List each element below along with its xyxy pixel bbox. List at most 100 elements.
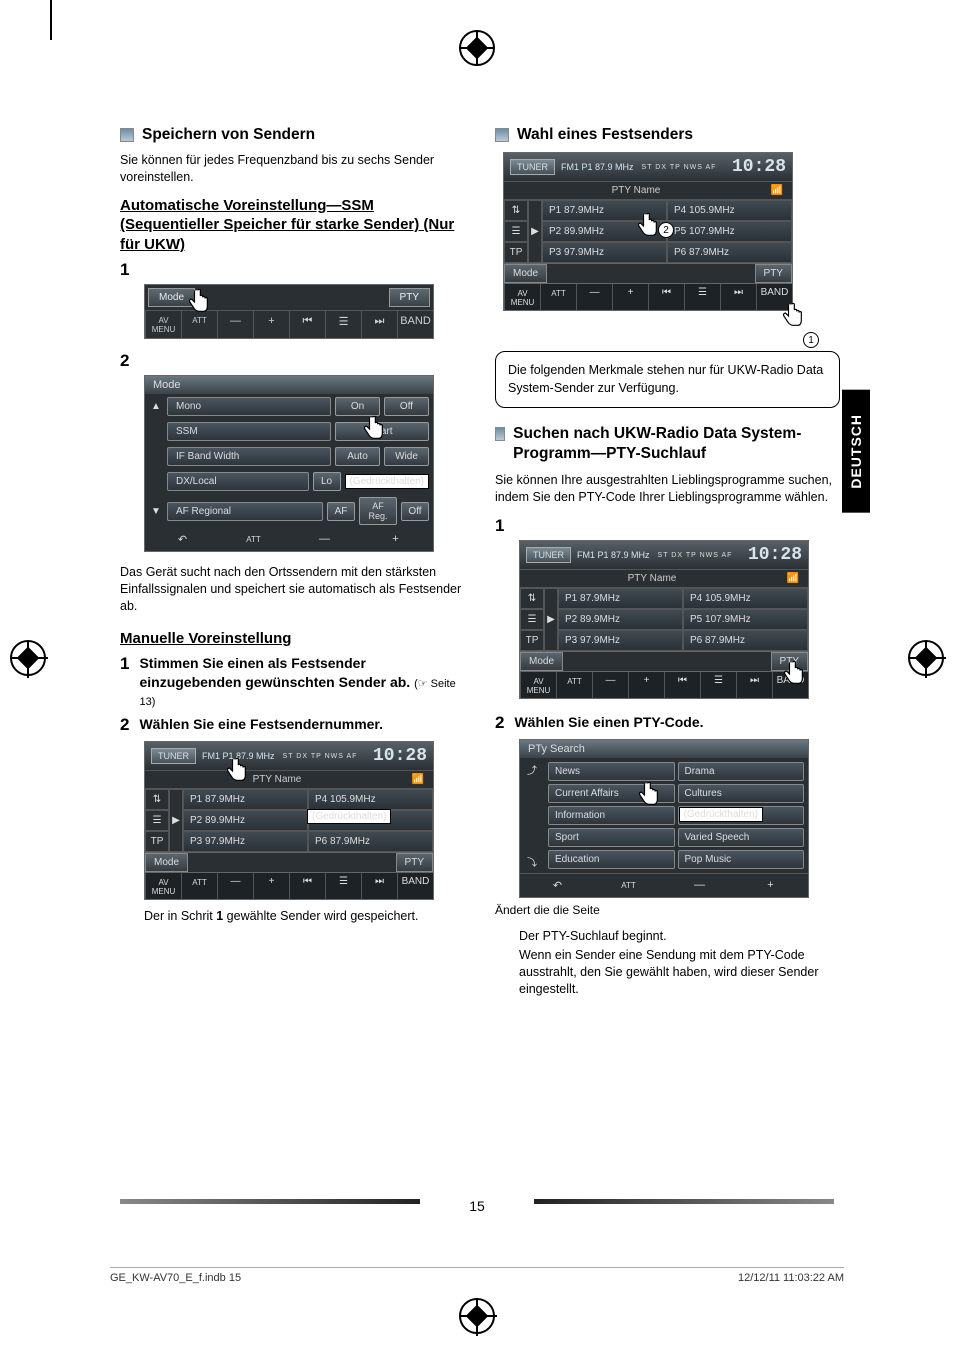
back-button[interactable]: ↶ — [147, 530, 218, 549]
avmenu-button[interactable]: AV MENU — [520, 672, 556, 698]
afreg-option[interactable]: AF Reg. — [359, 497, 397, 525]
side-icon[interactable]: ☰ — [145, 810, 169, 831]
pty-button[interactable]: PTY — [389, 288, 430, 307]
preset-1[interactable]: P1 87.9MHz — [558, 588, 683, 609]
back-button[interactable]: ↶ — [522, 876, 593, 895]
preset-5[interactable]: P5 107.9MHz — [683, 609, 808, 630]
preset-4[interactable]: P4 105.9MHz — [683, 588, 808, 609]
prev-button[interactable]: ⏮ — [648, 284, 684, 310]
att-button[interactable]: ATT — [556, 672, 592, 698]
af-option[interactable]: AF — [327, 502, 355, 521]
preset-6[interactable]: P6 87.9MHz — [308, 831, 433, 852]
preset-2[interactable]: P2 89.9MHz — [183, 810, 308, 831]
indicators: ST DX TP NWS AF — [658, 552, 733, 559]
play-icon[interactable]: ▶ — [169, 789, 183, 852]
avmenu-button[interactable]: AV MENU — [145, 311, 181, 338]
pty-sport[interactable]: Sport — [548, 828, 675, 847]
plus-button[interactable]: + — [253, 873, 289, 899]
att-button[interactable]: ATT — [593, 876, 664, 895]
pty-drama[interactable]: Drama — [678, 762, 805, 781]
dxlocal-row[interactable]: DX/Local — [167, 472, 309, 491]
local-option[interactable]: Lo — [313, 472, 341, 491]
preset-4[interactable]: P4 105.9MHz — [308, 789, 433, 810]
preset-3[interactable]: P3 97.9MHz — [558, 630, 683, 651]
ssm-row[interactable]: SSM — [167, 422, 331, 441]
side-icon[interactable]: ☰ — [520, 609, 544, 630]
plus-button[interactable]: + — [253, 311, 289, 338]
prev-button[interactable]: ⏮ — [289, 311, 325, 338]
pty-education[interactable]: Education — [548, 850, 675, 869]
plus-button[interactable]: + — [612, 284, 648, 310]
preset-4[interactable]: P4 105.9MHz — [667, 200, 792, 221]
scroll-down-icon[interactable]: ⤵ — [520, 854, 544, 869]
list-button[interactable]: ☰ — [684, 284, 720, 310]
list-button[interactable]: ☰ — [325, 873, 361, 899]
plus-button[interactable]: + — [735, 876, 806, 895]
side-icon[interactable]: ⇅ — [145, 789, 169, 810]
plus-button[interactable]: + — [628, 672, 664, 698]
afregional-row[interactable]: AF Regional — [167, 502, 323, 521]
tp-button[interactable]: TP — [520, 630, 544, 651]
side-icon[interactable]: ⇅ — [520, 588, 544, 609]
minus-button[interactable]: — — [664, 876, 735, 895]
mode-button[interactable]: Mode — [520, 652, 563, 671]
mode-button[interactable]: Mode — [145, 853, 188, 872]
play-icon[interactable]: ▶ — [544, 588, 558, 651]
on-option[interactable]: On — [335, 397, 380, 416]
next-button[interactable]: ⏭ — [736, 672, 772, 698]
side-icon[interactable]: ☰ — [504, 221, 528, 242]
plus-button[interactable]: + — [360, 530, 431, 549]
next-button[interactable]: ⏭ — [720, 284, 756, 310]
list-button[interactable]: ☰ — [325, 311, 361, 338]
preset-3[interactable]: P3 97.9MHz — [183, 831, 308, 852]
preset-1[interactable]: P1 87.9MHz — [183, 789, 308, 810]
prev-button[interactable]: ⏮ — [289, 873, 325, 899]
preset-5-held[interactable]: (Gedrückthalten) — [308, 810, 433, 831]
preset-6[interactable]: P6 87.9MHz — [683, 630, 808, 651]
prev-button[interactable]: ⏮ — [664, 672, 700, 698]
preset-5[interactable]: P5 107.9MHz — [667, 221, 792, 242]
wide-option[interactable]: Wide — [384, 447, 429, 466]
pty-cultures[interactable]: Cultures — [678, 784, 805, 803]
scroll-down-icon[interactable]: ▼ — [149, 506, 163, 517]
pty-variedspeech[interactable]: Varied Speech — [678, 828, 805, 847]
att-button[interactable]: ATT — [218, 530, 289, 549]
section-bullet-icon — [495, 427, 505, 441]
scroll-up-icon[interactable]: ⤴ — [520, 762, 544, 777]
pty-button[interactable]: PTY — [396, 853, 433, 872]
band-button[interactable]: BAND — [397, 873, 433, 899]
next-button[interactable]: ⏭ — [361, 873, 397, 899]
next-button[interactable]: ⏭ — [361, 311, 397, 338]
minus-button[interactable]: — — [217, 873, 253, 899]
minus-button[interactable]: — — [576, 284, 612, 310]
att-button[interactable]: ATT — [181, 873, 217, 899]
band-button[interactable]: BAND — [397, 311, 433, 338]
preset-2[interactable]: P2 89.9MHz — [558, 609, 683, 630]
att-button[interactable]: ATT — [540, 284, 576, 310]
list-button[interactable]: ☰ — [700, 672, 736, 698]
auto-option[interactable]: Auto — [335, 447, 380, 466]
play-icon[interactable]: ▶ — [528, 200, 542, 263]
avmenu-button[interactable]: AV MENU — [504, 284, 540, 310]
tp-button[interactable]: TP — [145, 831, 169, 852]
minus-button[interactable]: — — [289, 530, 360, 549]
ifbandwidth-row[interactable]: IF Band Width — [167, 447, 331, 466]
pty-news[interactable]: News — [548, 762, 675, 781]
minus-button[interactable]: — — [217, 311, 253, 338]
mono-row[interactable]: Mono — [167, 397, 331, 416]
print-footer: GE_KW-AV70_E_f.indb 15 12/12/11 11:03:22… — [110, 1267, 844, 1284]
off-option[interactable]: Off — [401, 502, 429, 521]
off-option[interactable]: Off — [384, 397, 429, 416]
scroll-up-icon[interactable]: ▲ — [149, 401, 163, 412]
caption: Der in Schrit 1 gewählte Sender wird ges… — [144, 908, 465, 925]
side-icon[interactable]: ⇅ — [504, 200, 528, 221]
mode-button[interactable]: Mode — [504, 264, 547, 283]
preset-3[interactable]: P3 97.9MHz — [542, 242, 667, 263]
pty-popmusic[interactable]: Pop Music — [678, 850, 805, 869]
minus-button[interactable]: — — [592, 672, 628, 698]
pty-button[interactable]: PTY — [755, 264, 792, 283]
avmenu-button[interactable]: AV MENU — [145, 873, 181, 899]
pty-held[interactable]: (Gedrückthalten) — [678, 806, 805, 825]
tp-button[interactable]: TP — [504, 242, 528, 263]
preset-6[interactable]: P6 87.9MHz — [667, 242, 792, 263]
